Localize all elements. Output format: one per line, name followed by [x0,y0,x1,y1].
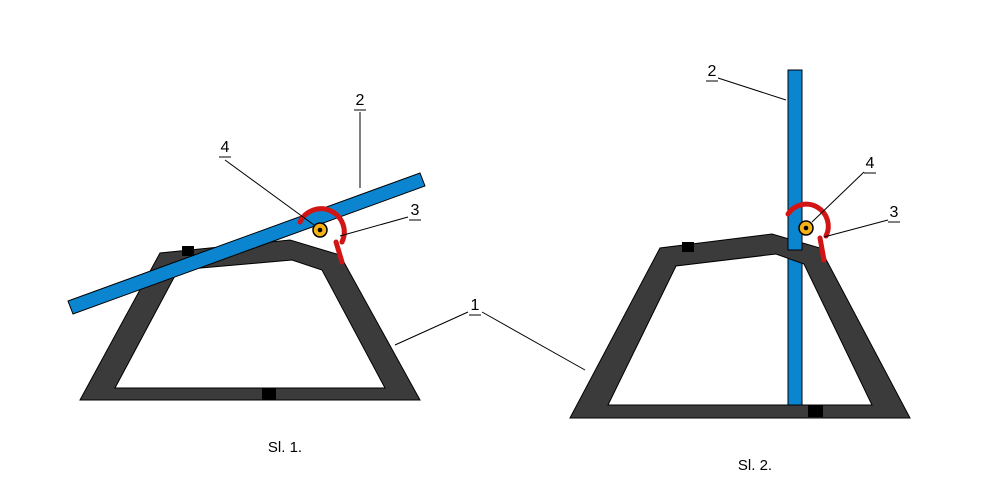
callout-label: 2 [356,92,365,109]
fig2-left-stop [682,242,694,252]
fig2-callout-2: 2 [706,63,786,100]
fig2-caption: Sl. 2. [738,457,772,474]
fig2-frame [570,234,910,418]
fig1-callout-2: 2 [354,92,366,188]
fig2-callout-3: 3 [824,204,900,237]
fig1-panel [68,173,425,314]
fig1-callout-4: 4 [219,139,314,225]
shared-callout-1: 1 [395,297,585,370]
fig2-panel-upper [788,70,802,250]
fig1-frame [80,240,420,400]
figure-1: 2 4 3 1 Sl. 1. [68,92,585,456]
callout-label: 4 [866,155,875,172]
callout-label: 2 [708,63,717,80]
fig1-left-stop [182,246,194,256]
diagram-canvas: 2 4 3 1 Sl. 1. [0,0,1000,500]
fig1-caption: Sl. 1. [268,439,302,456]
figure-2: 2 4 3 Sl. 2. [570,63,910,474]
callout-label: 3 [890,204,899,221]
callout-label: 1 [471,297,480,314]
callout-label: 4 [221,139,230,156]
callout-label: 3 [411,202,420,219]
